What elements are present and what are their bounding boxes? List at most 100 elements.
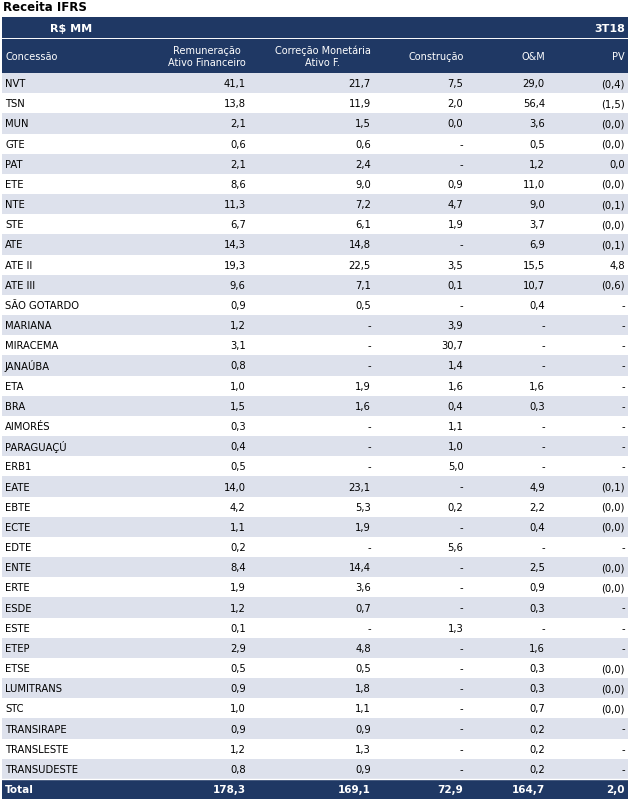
Text: 0,2: 0,2 [529, 724, 545, 734]
Text: -: - [460, 522, 464, 532]
Text: -: - [367, 462, 371, 471]
Text: 29,0: 29,0 [523, 79, 545, 89]
Bar [2, 134, 628, 154]
Text: -: - [460, 583, 464, 593]
Text: 3,6: 3,6 [355, 583, 371, 593]
Text: (1,5): (1,5) [602, 99, 625, 109]
Text: 9,6: 9,6 [230, 280, 246, 291]
Bar [2, 356, 628, 376]
Text: 0,9: 0,9 [448, 180, 464, 190]
Text: 3,1: 3,1 [230, 341, 246, 351]
Text: -: - [541, 442, 545, 451]
Text: 14,4: 14,4 [349, 562, 371, 573]
Text: 1,6: 1,6 [529, 381, 545, 391]
Text: 14,0: 14,0 [224, 482, 246, 492]
Text: -: - [621, 643, 625, 653]
Text: R$ MM: R$ MM [50, 24, 93, 34]
Bar [2, 557, 628, 577]
Text: (0,0): (0,0) [602, 562, 625, 573]
Bar [2, 517, 628, 537]
Bar [2, 658, 628, 679]
Text: 1,3: 1,3 [448, 623, 464, 633]
Text: 9,0: 9,0 [355, 180, 371, 190]
Text: -: - [621, 422, 625, 431]
Text: 6,7: 6,7 [230, 220, 246, 230]
Text: 0,5: 0,5 [230, 462, 246, 471]
Text: -: - [460, 703, 464, 714]
Text: -: - [621, 542, 625, 552]
Text: -: - [541, 341, 545, 351]
Text: -: - [621, 442, 625, 451]
Text: TRANSIRAPE: TRANSIRAPE [5, 724, 67, 734]
Text: ERTE: ERTE [5, 583, 30, 593]
Text: 2,9: 2,9 [230, 643, 246, 653]
Text: PARAGUAÇÚ: PARAGUAÇÚ [5, 441, 67, 453]
Text: 11,9: 11,9 [348, 99, 371, 109]
Text: 56,4: 56,4 [523, 99, 545, 109]
Text: 1,2: 1,2 [529, 160, 545, 169]
Text: ESDE: ESDE [5, 603, 32, 613]
Text: ETE: ETE [5, 180, 23, 190]
Text: 0,4: 0,4 [230, 442, 246, 451]
Text: 5,6: 5,6 [448, 542, 464, 552]
Bar [2, 618, 628, 638]
Text: (0,0): (0,0) [602, 180, 625, 190]
Text: 8,6: 8,6 [230, 180, 246, 190]
Text: 0,0: 0,0 [448, 120, 464, 129]
Text: 11,3: 11,3 [224, 200, 246, 210]
Text: ETEP: ETEP [5, 643, 30, 653]
Text: ATE II: ATE II [5, 260, 32, 271]
Text: -: - [367, 320, 371, 331]
Text: TSN: TSN [5, 99, 25, 109]
Text: 14,8: 14,8 [349, 240, 371, 251]
Text: -: - [621, 320, 625, 331]
Bar [2, 114, 628, 134]
Text: -: - [460, 764, 464, 774]
Text: 0,7: 0,7 [355, 603, 371, 613]
Text: 3,9: 3,9 [448, 320, 464, 331]
Text: -: - [460, 643, 464, 653]
Text: (0,0): (0,0) [602, 663, 625, 673]
Text: 0,2: 0,2 [529, 744, 545, 754]
Bar [2, 597, 628, 618]
Bar [2, 437, 628, 457]
Text: 0,3: 0,3 [529, 603, 545, 613]
Text: MUN: MUN [5, 120, 28, 129]
Text: 0,9: 0,9 [355, 724, 371, 734]
Text: 2,0: 2,0 [448, 99, 464, 109]
Text: NTE: NTE [5, 200, 25, 210]
Text: Total: Total [5, 784, 34, 794]
Text: -: - [621, 462, 625, 471]
Bar [2, 296, 628, 316]
Text: 0,2: 0,2 [448, 502, 464, 512]
Text: 0,4: 0,4 [529, 300, 545, 311]
Text: 7,1: 7,1 [355, 280, 371, 291]
Text: 1,5: 1,5 [355, 120, 371, 129]
Text: 1,2: 1,2 [230, 744, 246, 754]
Text: ENTE: ENTE [5, 562, 31, 573]
Text: 4,8: 4,8 [355, 643, 371, 653]
Text: 1,3: 1,3 [355, 744, 371, 754]
Text: (0,0): (0,0) [602, 220, 625, 230]
Text: -: - [460, 724, 464, 734]
Bar [2, 577, 628, 597]
Text: -: - [621, 744, 625, 754]
Text: STE: STE [5, 220, 23, 230]
Text: 2,1: 2,1 [230, 160, 246, 169]
Text: 1,6: 1,6 [529, 643, 545, 653]
Bar [2, 195, 628, 215]
Bar [2, 417, 628, 437]
Text: TRANSLESTE: TRANSLESTE [5, 744, 69, 754]
Text: 13,8: 13,8 [224, 99, 246, 109]
Bar [2, 94, 628, 114]
Text: 1,0: 1,0 [448, 442, 464, 451]
Text: 0,9: 0,9 [230, 300, 246, 311]
Bar [2, 215, 628, 235]
Text: 72,9: 72,9 [438, 784, 464, 794]
Text: Receita IFRS: Receita IFRS [3, 1, 87, 14]
Text: 1,0: 1,0 [230, 381, 246, 391]
Text: -: - [621, 361, 625, 371]
Text: 1,9: 1,9 [355, 522, 371, 532]
Text: 1,6: 1,6 [448, 381, 464, 391]
Text: 0,9: 0,9 [230, 683, 246, 693]
